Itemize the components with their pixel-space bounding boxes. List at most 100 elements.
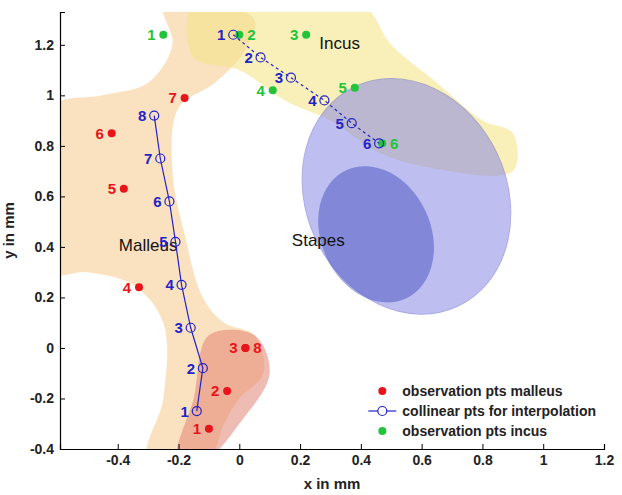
y-tick: 0.8	[35, 138, 65, 154]
chart: -0.4 -0.2 0 0.2 0.4 0.6 0.8 1 1.2 -0.4 -0.2 0 0.2 0.4…	[0, 0, 622, 495]
point-label: 4	[257, 82, 266, 99]
x-tick-label: -0.2	[167, 452, 191, 468]
y-tick: 1.2	[35, 37, 65, 53]
point	[347, 119, 356, 128]
point	[150, 111, 159, 120]
legend-item: observation pts incus	[378, 423, 547, 439]
x-tick-mark	[422, 444, 423, 449]
y-tick: 0.2	[35, 289, 65, 305]
point	[171, 237, 180, 246]
point	[241, 344, 249, 352]
legend-item: collinear pts for interpolation	[368, 403, 596, 419]
y-tick-label: -0.4	[30, 441, 54, 457]
legend-label: observation pts malleus	[402, 383, 562, 399]
point-label: 1	[181, 403, 189, 420]
y-tick-label: -0.2	[30, 390, 54, 406]
y-axis: -0.4 -0.2 0 0.2 0.4 0.6 0.8 1 1.2	[30, 13, 65, 457]
legend-item: observation pts malleus	[378, 383, 562, 399]
point-label: 3	[290, 26, 298, 43]
x-axis: -0.4 -0.2 0 0.2 0.4 0.6 0.8 1 1.2	[61, 444, 615, 468]
y-tick-label: 0	[46, 340, 54, 356]
y-tick: 1	[46, 87, 65, 103]
point	[302, 31, 310, 39]
point-label: 8	[253, 339, 261, 356]
point-label: 5	[339, 79, 347, 96]
point-labels: 1234567812345678123456123456	[95, 26, 398, 437]
point-label: 4	[165, 276, 174, 293]
point-label: 6	[390, 135, 398, 152]
x-tick-mark	[361, 444, 362, 449]
x-tick-label: 0.6	[412, 452, 432, 468]
point-label: 4	[308, 92, 317, 109]
y-tick-mark	[60, 247, 65, 248]
x-axis-line	[61, 444, 605, 450]
point-label: 5	[159, 233, 167, 250]
point-label: 7	[144, 150, 152, 167]
y-tick-label: 1	[46, 87, 54, 103]
annotation: Stapes	[292, 231, 345, 250]
point-label: 4	[123, 279, 132, 296]
y-tick: 0.6	[35, 188, 65, 204]
x-tick-label: 1.2	[595, 452, 615, 468]
y-tick-label: 0.2	[35, 289, 55, 305]
point	[165, 197, 174, 206]
point	[159, 31, 167, 39]
legend-symbol	[378, 427, 386, 435]
point	[135, 283, 143, 291]
x-axis-title: x in mm	[304, 475, 361, 492]
point-label: 1	[147, 26, 155, 43]
point-label: 6	[95, 125, 103, 142]
point	[156, 154, 165, 163]
x-tick: -0.4	[106, 444, 130, 468]
series-line	[233, 35, 379, 144]
annotation: Incus	[319, 34, 360, 53]
x-tick: 0.8	[473, 444, 493, 468]
point	[269, 86, 277, 94]
y-tick: 0	[46, 340, 65, 356]
point-label: 3	[175, 319, 183, 336]
y-tick-mark	[60, 95, 65, 96]
malleus-tip	[177, 330, 270, 449]
y-tick-mark	[60, 348, 65, 349]
x-tick: 0.2	[291, 444, 311, 468]
point	[205, 425, 213, 433]
x-tick-mark	[604, 444, 605, 449]
x-tick-mark	[239, 444, 240, 449]
y-tick-mark	[60, 146, 65, 147]
x-tick-label: -0.4	[106, 452, 130, 468]
x-tick: 0	[236, 444, 244, 468]
point-label: 3	[275, 69, 283, 86]
x-tick: 1	[540, 444, 548, 468]
plot: -0.4 -0.2 0 0.2 0.4 0.6 0.8 1 1.2 -0.4 -0.2 0 0.2 0.4…	[0, 0, 614, 492]
point	[229, 30, 238, 39]
x-tick-label: 0	[236, 452, 244, 468]
x-tick-mark	[300, 444, 301, 449]
x-tick-mark	[179, 444, 180, 449]
point-label: 2	[211, 382, 219, 399]
point-label: 6	[153, 193, 161, 210]
point-label: 8	[138, 107, 146, 124]
y-tick: 0.4	[35, 239, 65, 255]
x-tick-mark	[482, 444, 483, 449]
x-tick-label: 0.4	[352, 452, 372, 468]
point	[198, 364, 207, 373]
point	[320, 96, 329, 105]
y-tick-mark	[60, 398, 65, 399]
marks	[108, 30, 386, 433]
point-label: 2	[187, 360, 195, 377]
x-tick-mark	[543, 444, 544, 449]
point-label: 5	[108, 180, 116, 197]
point	[256, 53, 265, 62]
point	[241, 344, 249, 352]
annotation: Malleus	[119, 236, 178, 255]
point	[223, 387, 231, 395]
point	[181, 94, 189, 102]
x-tick: 0.4	[352, 444, 372, 468]
point-label: 7	[168, 89, 176, 106]
point-label: 2	[244, 49, 252, 66]
y-tick-mark	[60, 45, 65, 46]
legend: observation pts malleus collinear pts for…	[364, 380, 600, 442]
stapes-shape	[264, 44, 548, 349]
point	[120, 185, 128, 193]
point-label: 3	[229, 339, 237, 356]
